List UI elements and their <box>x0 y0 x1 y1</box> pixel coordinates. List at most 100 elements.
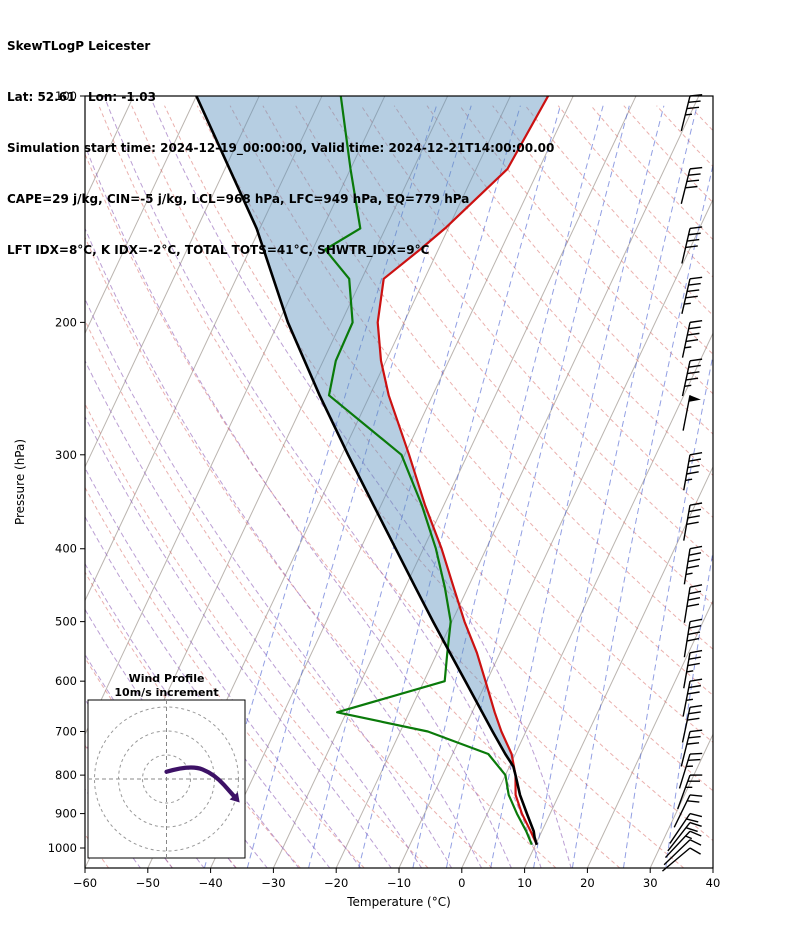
isotherm-line <box>649 733 713 868</box>
dry-adiabat-line <box>393 105 713 476</box>
isotherm-line <box>85 96 386 736</box>
dry-adiabat-line <box>85 486 365 868</box>
x-tick-label: 10 <box>517 876 532 890</box>
parcel-curve <box>195 96 539 846</box>
wind-barb <box>681 276 703 314</box>
moist-adiabat-line <box>85 297 453 868</box>
moist-adiabat-line <box>149 96 572 868</box>
wind-barb <box>682 395 701 431</box>
y-tick-label: 200 <box>55 315 77 329</box>
dry-adiabat-line <box>85 319 493 868</box>
isotherm-line <box>335 96 700 868</box>
wind-barb <box>663 839 702 866</box>
wind-barb <box>683 584 703 623</box>
mixing-ratio-line <box>412 105 604 868</box>
isotherm-line <box>524 465 713 868</box>
wind-barb <box>681 704 703 743</box>
dry-adiabat-line <box>85 402 429 868</box>
isotherm-line <box>85 96 260 469</box>
dry-adiabat-line <box>755 106 794 868</box>
wind-barb <box>664 830 702 859</box>
wind-barb <box>680 729 703 767</box>
figure-header: SkewTLogP Leicester Lat: 52.61 Lon: -1.0… <box>7 4 554 293</box>
x-tick-label: 40 <box>706 876 721 890</box>
dry-adiabat-line <box>98 105 685 868</box>
mixing-ratio-line <box>358 105 561 868</box>
skewt-background-lines <box>85 96 794 868</box>
moist-adiabat-line <box>85 562 300 868</box>
hodograph-ring <box>94 706 239 852</box>
hodograph-subtitle: 10m/s increment <box>114 686 218 699</box>
y-tick-label: 600 <box>55 674 77 688</box>
x-tick-label: −10 <box>387 876 411 890</box>
hodograph-title: Wind Profile <box>129 672 205 685</box>
isotherm-line <box>272 96 637 868</box>
mixing-ratio-line <box>246 105 472 868</box>
hodograph-ring <box>142 754 191 804</box>
dry-adiabat-line <box>689 105 713 132</box>
isotherm-line <box>85 96 197 335</box>
dry-adiabat-line <box>557 105 713 278</box>
mixing-ratio-line <box>445 105 630 868</box>
wind-barb <box>683 618 703 658</box>
temperature-curve <box>376 96 550 846</box>
figure-times: Simulation start time: 2024-12-19_00:00:… <box>7 141 555 155</box>
moist-adiabat-line <box>85 515 331 868</box>
moist-adiabat-line <box>85 359 423 868</box>
moist-adiabat-line <box>103 96 542 868</box>
wind-barb <box>683 649 703 689</box>
wind-barb <box>682 678 703 717</box>
isotherm-line <box>85 96 323 602</box>
wind-barbs <box>661 94 703 872</box>
y-tick-label: 800 <box>55 768 77 782</box>
y-tick-label: 400 <box>55 542 77 556</box>
dry-adiabat-line <box>525 105 713 316</box>
y-tick-label: 100 <box>55 89 77 103</box>
wind-barb <box>667 821 702 852</box>
x-tick-label: 20 <box>580 876 595 890</box>
figure-title: SkewTLogP Leicester <box>7 39 151 53</box>
wind-barb <box>677 774 703 810</box>
dry-adiabat-line <box>360 105 713 519</box>
dry-adiabat-line <box>722 106 794 868</box>
wind-barb <box>673 794 703 828</box>
wind-barb <box>661 847 701 872</box>
mixing-ratio-line <box>571 163 713 868</box>
mixing-ratio-line <box>490 105 665 868</box>
x-tick-label: −60 <box>73 876 97 890</box>
wind-barb <box>683 545 703 585</box>
x-tick-label: −30 <box>261 876 285 890</box>
y-axis-label: Pressure (hPa) <box>13 439 27 525</box>
dry-adiabat-line <box>85 236 557 868</box>
dry-adiabat-line <box>623 105 713 204</box>
figure-latlon: Lat: 52.61 Lon: -1.03 <box>7 90 156 104</box>
dry-adiabat-line <box>131 105 713 842</box>
wind-barb <box>683 502 703 541</box>
dry-adiabat-line <box>295 105 713 605</box>
hodograph-arrowhead <box>229 792 240 803</box>
y-tick-label: 500 <box>55 615 77 629</box>
dry-adiabat-line <box>85 152 621 868</box>
mixing-ratio-line <box>533 105 698 868</box>
dewpoint-curve <box>324 96 533 846</box>
isotherm-line <box>586 599 713 868</box>
dry-adiabat-line <box>164 105 713 792</box>
mixing-ratio-line <box>623 352 713 868</box>
moist-adiabat-line <box>85 467 362 868</box>
moist-adiabat-line <box>85 415 392 868</box>
x-tick-label: −50 <box>136 876 160 890</box>
dry-adiabat-line <box>656 105 713 168</box>
hodograph-wind-arrow <box>164 765 236 798</box>
isotherm-line <box>398 198 713 868</box>
figure-indices-2: LFT IDX=8°C, K IDX=-2°C, TOTAL TOTS=41°C… <box>7 243 430 257</box>
y-tick-label: 700 <box>55 725 77 739</box>
x-tick-label: −20 <box>324 876 348 890</box>
wind-barb <box>680 166 703 204</box>
y-tick-label: 900 <box>55 807 77 821</box>
figure-indices-1: CAPE=29 j/kg, CIN=-5 j/kg, LCL=968 hPa, … <box>7 192 470 206</box>
hodograph-ring <box>118 730 215 828</box>
moist-adiabat-line <box>85 144 512 868</box>
